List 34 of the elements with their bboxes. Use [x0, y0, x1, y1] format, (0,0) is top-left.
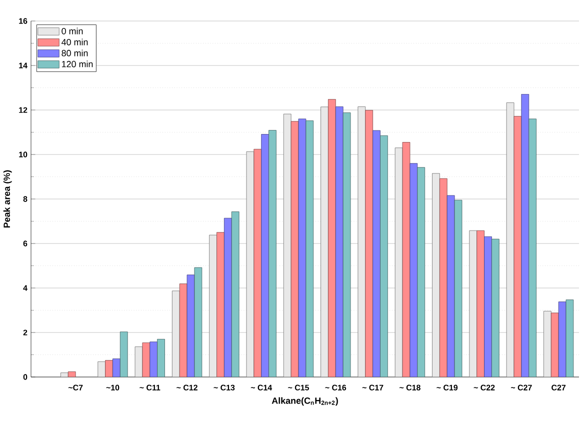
- bar: [105, 360, 113, 377]
- legend-label: 0 min: [62, 28, 83, 34]
- bar: [328, 99, 336, 377]
- bar: [528, 118, 536, 377]
- bar: [209, 234, 217, 377]
- bar: [150, 342, 158, 377]
- x-axis-title: Alkane(C$_{n}$H$_{2n+2}$): [272, 397, 338, 406]
- bar: [224, 218, 232, 377]
- bar: [268, 130, 276, 377]
- bar: [365, 110, 374, 377]
- bar: [491, 238, 500, 377]
- bar: [484, 236, 492, 377]
- legend-label: 40 min: [62, 38, 88, 46]
- bar: [417, 167, 426, 377]
- bar: [157, 338, 165, 377]
- y-axis-title: Peak area (%): [3, 170, 12, 228]
- bar: [112, 358, 120, 377]
- bar: [120, 332, 128, 377]
- bar: [335, 106, 344, 377]
- bar: [372, 130, 380, 377]
- bar: [172, 290, 180, 377]
- bar: [380, 135, 388, 377]
- bar: [439, 178, 448, 377]
- bar: [476, 230, 484, 377]
- bar: [544, 310, 552, 377]
- bar: [432, 173, 440, 377]
- bar: [216, 232, 224, 377]
- bar: [521, 94, 530, 377]
- bar: [320, 106, 328, 377]
- legend-label: 120 min: [62, 60, 93, 68]
- bar: [261, 134, 269, 377]
- legend-label: 80 min: [62, 50, 88, 56]
- bar: [254, 148, 262, 377]
- bar: [469, 230, 478, 377]
